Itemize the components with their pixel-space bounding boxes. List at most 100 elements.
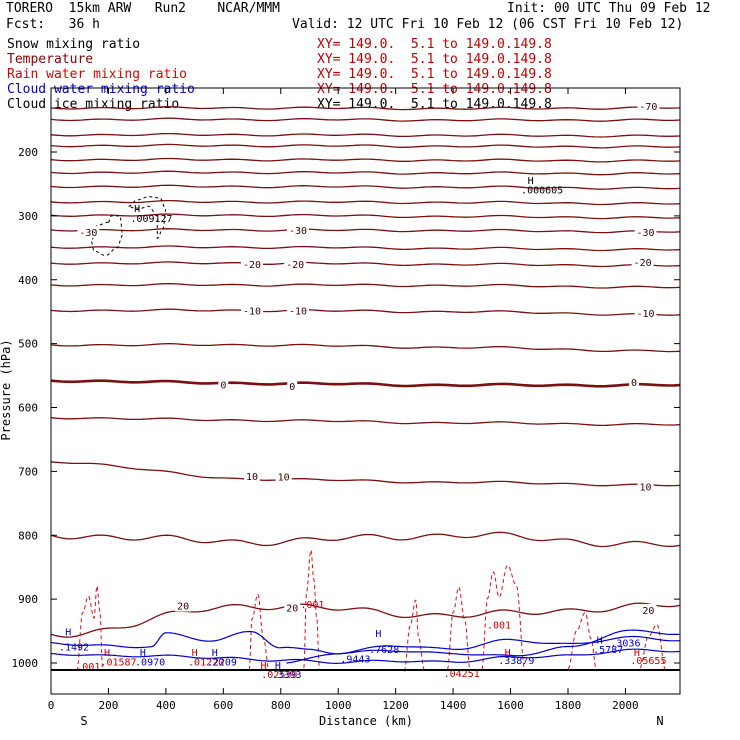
maximum-label: .04251 <box>444 669 480 680</box>
maximum-label: H <box>275 661 281 672</box>
x-tick-label: 200 <box>99 699 119 712</box>
header-title: TORERO 15km ARW Run2 NCAR/MMM <box>6 1 280 16</box>
temperature-contour-label: 0 <box>631 378 637 389</box>
legend-xy-snow: XY= 149.0. 5.1 to 149.0.149.8 <box>317 37 552 52</box>
isotherm-m50 <box>50 170 681 176</box>
temperature-contour-label: 20 <box>177 602 189 613</box>
maximum-label: .1492 <box>59 642 89 653</box>
temperature-contour-label: 10 <box>640 483 652 494</box>
isotherm-5 <box>50 417 681 427</box>
temperature-contour-label: 10 <box>246 472 258 483</box>
legend-xy-temperature: XY= 149.0. 5.1 to 149.0.149.8 <box>317 52 552 67</box>
isotherm-m65 <box>50 132 681 138</box>
contour-label-bg <box>241 257 264 270</box>
legend-label-rain: Rain water mixing ratio <box>7 67 188 82</box>
maximum-label: .001 <box>300 600 324 611</box>
cloud-ice-contour <box>128 196 167 239</box>
legend-xy-cloud-water: XY= 149.0. 5.1 to 149.0.149.8 <box>317 82 552 97</box>
isotherm-m25 <box>50 245 681 252</box>
header-fcst: Fcst: 36 h <box>6 17 100 32</box>
maximum-label: H <box>261 661 267 672</box>
y-tick-label: 400 <box>18 274 38 287</box>
x-end-south: S <box>80 714 87 728</box>
isotherm-m15 <box>50 283 681 289</box>
legend-label-snow: Snow mixing ratio <box>7 37 141 52</box>
x-tick-label: 800 <box>271 699 291 712</box>
maximum-label: .3036 <box>610 639 640 650</box>
rain-water-contour <box>639 624 666 671</box>
contour-label-bg <box>640 603 657 616</box>
y-tick-label: 600 <box>18 402 38 415</box>
maximum-label: .02539 <box>261 670 297 681</box>
maximum-label: .2209 <box>207 658 237 669</box>
isotherm-15 <box>50 531 681 548</box>
maximum-label: .001 <box>76 662 100 673</box>
isotherm-m30 <box>50 228 681 234</box>
temperature-contour-label: -10 <box>243 306 261 317</box>
plot-frame <box>50 87 681 695</box>
rain-water-contour <box>481 564 526 671</box>
temperature-contour-label: -10 <box>637 309 655 320</box>
isotherm-0 <box>50 379 681 388</box>
x-tick-label: 1400 <box>440 699 467 712</box>
isotherm-10 <box>50 461 681 487</box>
maximum-label: H <box>375 629 381 640</box>
x-tick-label: 1800 <box>555 699 582 712</box>
isotherm-m60 <box>50 143 681 149</box>
y-tick-label: 300 <box>18 210 38 223</box>
rain-water-contour <box>76 584 104 672</box>
isotherm-m45 <box>50 184 681 190</box>
rain-water-contour <box>404 599 425 672</box>
contour-label-bg <box>275 470 292 483</box>
maximum-label: .0970 <box>135 658 165 669</box>
temperature-contour-label: -20 <box>243 260 261 271</box>
isotherm-m40 <box>50 199 681 206</box>
contour-label-bg <box>637 480 654 493</box>
maximum-label: H <box>528 176 534 187</box>
maximum-label: .009127 <box>130 214 172 225</box>
contour-label-bg <box>287 304 310 317</box>
isotherm-m5 <box>50 343 681 353</box>
temperature-contour-label: -10 <box>289 306 307 317</box>
contour-label-bg <box>284 257 307 270</box>
maximum-label: H <box>140 648 146 659</box>
contour-label-bg <box>287 379 298 392</box>
x-tick-label: 1600 <box>497 699 524 712</box>
x-tick-label: 0 <box>48 699 55 712</box>
temperature-contour-label: 20 <box>642 606 654 617</box>
legend-label-temperature: Temperature <box>7 52 94 67</box>
maximum-label: H <box>134 204 140 215</box>
contour-label-bg <box>634 225 657 238</box>
temperature-contour-label: 20 <box>286 603 298 614</box>
x-tick-label: 600 <box>213 699 233 712</box>
legend-xy-rain: XY= 149.0. 5.1 to 149.0.149.8 <box>317 67 552 82</box>
maximum-label: .01587 <box>100 658 136 669</box>
temperature-contour-label: -70 <box>639 102 657 113</box>
temperature-contour-label: 0 <box>289 382 295 393</box>
maximum-label: .5787 <box>593 645 623 656</box>
cloud-water-contour <box>50 629 681 657</box>
maximum-label: .05655 <box>630 656 666 667</box>
isotherm-m20 <box>50 261 681 268</box>
temperature-contour-label: -30 <box>289 226 307 237</box>
isotherm-m35 <box>50 213 681 220</box>
x-tick-label: 1200 <box>382 699 409 712</box>
maximum-label: H <box>104 648 110 659</box>
contour-label-bg <box>287 223 310 236</box>
isotherm-m75 <box>50 106 681 111</box>
contour-label-bg <box>631 255 654 268</box>
maximum-label: .7628 <box>369 645 399 656</box>
maximum-label: .9443 <box>340 655 370 666</box>
y-tick-label: 700 <box>18 465 38 478</box>
contour-label-bg <box>284 601 301 614</box>
maximum-label: .000605 <box>521 186 563 197</box>
y-tick-label: 800 <box>18 529 38 542</box>
maximum-label: .33879 <box>498 656 534 667</box>
contour-label-bg <box>244 469 261 482</box>
isotherm-20 <box>50 602 681 638</box>
maximum-label: .001 <box>487 621 511 632</box>
temperature-contour-label: 0 <box>220 381 226 392</box>
temperature-contour-label: -30 <box>637 228 655 239</box>
maximum-label: .01220 <box>188 658 224 669</box>
rain-water-contour <box>447 586 471 671</box>
